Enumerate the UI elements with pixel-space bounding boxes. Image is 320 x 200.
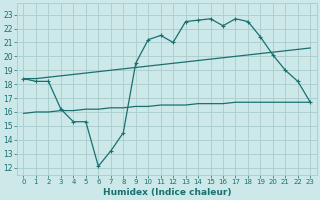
X-axis label: Humidex (Indice chaleur): Humidex (Indice chaleur) bbox=[103, 188, 231, 197]
